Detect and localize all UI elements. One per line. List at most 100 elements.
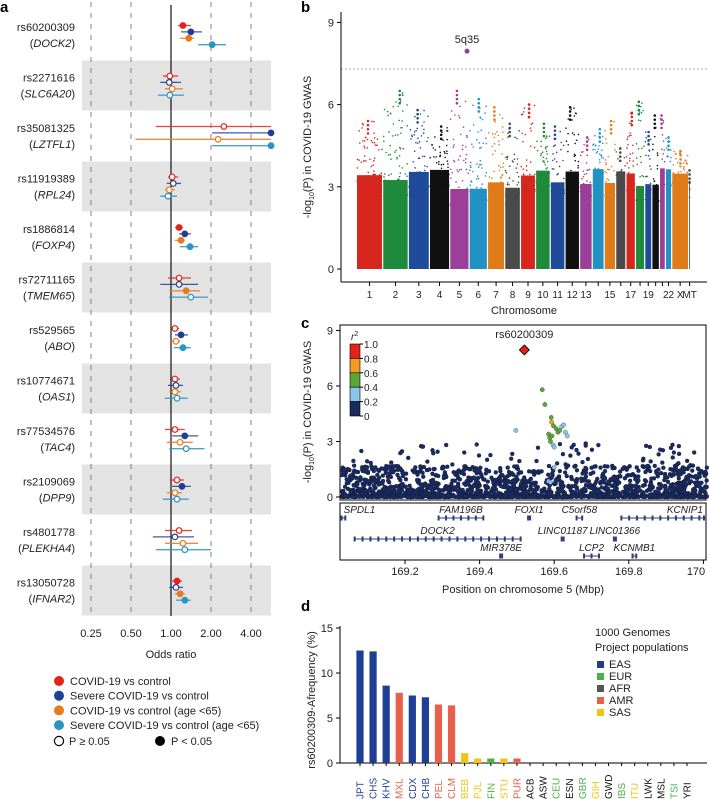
snp-point	[455, 481, 461, 486]
snp-point	[546, 136, 548, 138]
snp-point	[387, 464, 392, 469]
snp-point	[400, 191, 402, 194]
snp-point	[518, 191, 520, 194]
snp-point	[655, 471, 660, 477]
gene-FOXI1: FOXI1	[515, 505, 544, 521]
snp-point	[683, 477, 688, 483]
snp-point	[498, 169, 501, 172]
snp-point	[592, 464, 597, 469]
snp-point	[656, 154, 659, 157]
exon	[340, 515, 343, 521]
peak-point	[477, 97, 481, 101]
peak-point	[647, 143, 650, 146]
snp-point	[635, 190, 638, 192]
snp-point	[440, 163, 443, 166]
snp-point	[612, 184, 615, 187]
snp-point	[585, 162, 588, 164]
snp-point	[642, 175, 645, 178]
snp-point	[584, 195, 587, 198]
snp-point	[478, 142, 481, 144]
snp-point	[607, 155, 610, 158]
snp-point	[434, 136, 436, 138]
snp-point	[613, 120, 615, 123]
ylabel-part: -log	[302, 200, 314, 218]
exon	[529, 515, 532, 521]
snp-point	[660, 169, 663, 171]
snp-point	[462, 126, 465, 128]
snp-point	[454, 114, 456, 116]
snp-point	[425, 484, 430, 489]
snp-point	[376, 188, 378, 190]
snp-point	[498, 468, 503, 474]
snp-point	[472, 193, 475, 196]
snp-point	[518, 481, 524, 487]
snp-row: rs60200309(DOCK2)	[17, 22, 226, 50]
snp-point	[560, 483, 565, 488]
exon	[635, 515, 638, 521]
snp-point	[543, 175, 546, 178]
legend-swatch	[597, 661, 604, 668]
snp-point	[505, 156, 507, 159]
snp-point	[627, 187, 630, 189]
bar-PUR	[513, 758, 521, 763]
legend-open-label: P ≥ 0.05	[69, 736, 110, 748]
snp-point	[574, 154, 577, 157]
snp-point	[556, 494, 561, 499]
snp-point	[358, 185, 361, 187]
point-estimate	[179, 344, 187, 352]
peak-point	[416, 121, 419, 124]
snp-point	[610, 182, 613, 185]
snp-point	[623, 494, 628, 500]
snp-point	[612, 482, 617, 487]
exon	[452, 515, 455, 521]
snp-point	[395, 195, 397, 197]
snp-point	[388, 131, 390, 133]
y-tick-label: 0	[327, 758, 333, 770]
snp-point	[604, 170, 607, 173]
snp-point	[655, 183, 658, 186]
snp-point	[373, 184, 376, 187]
snp-point	[503, 492, 508, 497]
snp-point	[616, 174, 619, 176]
snp-point	[629, 174, 631, 177]
snp-point	[476, 453, 482, 458]
point-estimate	[176, 438, 184, 446]
snp-point	[639, 155, 642, 158]
snp-point	[555, 151, 558, 154]
y-tick-label: 9	[327, 326, 333, 338]
snp-point	[490, 177, 493, 179]
snp-point	[541, 179, 544, 181]
snp-point	[422, 181, 425, 183]
snp-point	[532, 472, 537, 477]
snp-point	[694, 481, 699, 487]
snp-point	[476, 468, 481, 473]
snp-point	[609, 183, 611, 185]
snp-point	[364, 179, 366, 181]
x-tick-label: X	[677, 290, 684, 301]
peak-point	[455, 89, 459, 93]
snp-point	[506, 469, 512, 475]
snp-point	[421, 474, 426, 479]
snp-point	[618, 493, 623, 499]
snp-point	[494, 195, 496, 197]
snp-point	[525, 169, 528, 172]
snp-point	[644, 464, 649, 469]
snp-point	[647, 197, 649, 200]
snp-point	[498, 483, 504, 489]
snp-point	[363, 155, 366, 157]
snp-point	[447, 163, 449, 165]
snp-point	[464, 161, 467, 164]
snp-point	[394, 151, 396, 153]
snp-point	[529, 173, 531, 176]
peak-point	[653, 122, 657, 126]
snp-point	[394, 484, 399, 489]
snp-point	[574, 142, 576, 145]
lead-snp-point	[464, 48, 470, 54]
snp-point	[475, 489, 480, 494]
snp-point	[447, 185, 450, 188]
snp-point	[420, 185, 423, 188]
snp-point	[580, 151, 583, 153]
chromosome-13	[579, 136, 593, 269]
snp-point	[560, 141, 563, 144]
y-tick-label: 6	[327, 381, 333, 393]
